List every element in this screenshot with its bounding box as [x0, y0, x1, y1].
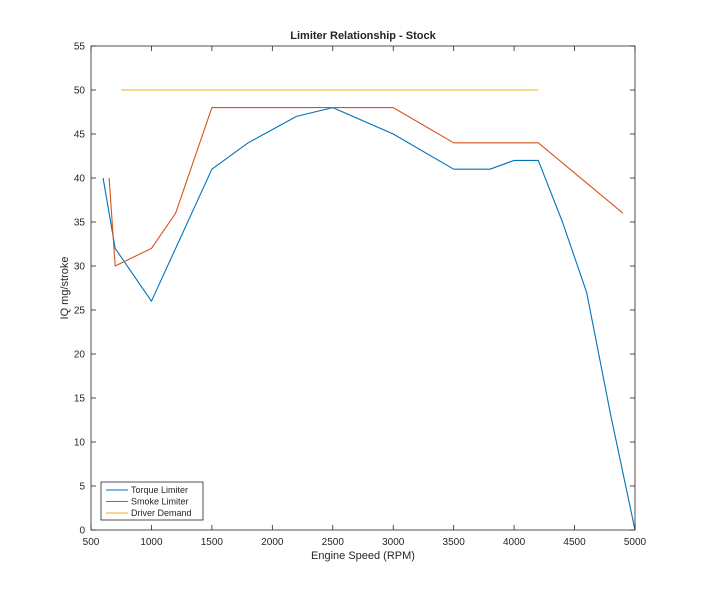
- y-tick-label: 35: [74, 218, 86, 229]
- x-tick-label: 2000: [261, 537, 284, 548]
- y-axis-ticks: 0 5 10 15 20 25 30 35 40 45 50 55: [74, 42, 635, 537]
- x-axis-label: Engine Speed (RPM): [311, 550, 415, 562]
- series-line-torque-limiter: [102, 107, 636, 531]
- chart-title: Limiter Relationship - Stock: [290, 30, 436, 42]
- y-tick-label: 30: [74, 262, 86, 273]
- legend-entry-label: Smoke Limiter: [131, 497, 189, 507]
- x-tick-label: 5000: [624, 537, 647, 548]
- y-axis-label: IQ mg/stroke: [59, 257, 71, 320]
- x-tick-label: 4500: [563, 537, 586, 548]
- y-tick-label: 0: [79, 526, 85, 537]
- y-tick-label: 15: [74, 394, 86, 405]
- x-tick-label: 500: [83, 537, 100, 548]
- x-tick-label: 2500: [322, 537, 345, 548]
- x-tick-label: 4000: [503, 537, 526, 548]
- x-tick-label: 1000: [140, 537, 163, 548]
- y-tick-label: 25: [74, 306, 86, 317]
- plot-area: [91, 46, 635, 530]
- y-tick-label: 50: [74, 86, 86, 97]
- x-tick-label: 3000: [382, 537, 405, 548]
- legend-entry-label: Driver Demand: [131, 508, 192, 518]
- y-tick-label: 20: [74, 350, 86, 361]
- y-tick-label: 10: [74, 438, 86, 449]
- legend-entry-label: Torque Limiter: [131, 485, 188, 495]
- x-tick-label: 1500: [201, 537, 224, 548]
- plot-frame: [90, 45, 636, 531]
- x-tick-label: 3500: [443, 537, 466, 548]
- series-layer: [102, 89, 636, 531]
- y-tick-label: 40: [74, 174, 86, 185]
- y-tick-label: 45: [74, 130, 86, 141]
- y-tick-label: 5: [79, 482, 85, 493]
- y-tick-label: 55: [74, 42, 86, 53]
- x-axis-ticks: 500 1000 1500 2000 2500 3000 3500 4000 4500 5000: [83, 46, 647, 548]
